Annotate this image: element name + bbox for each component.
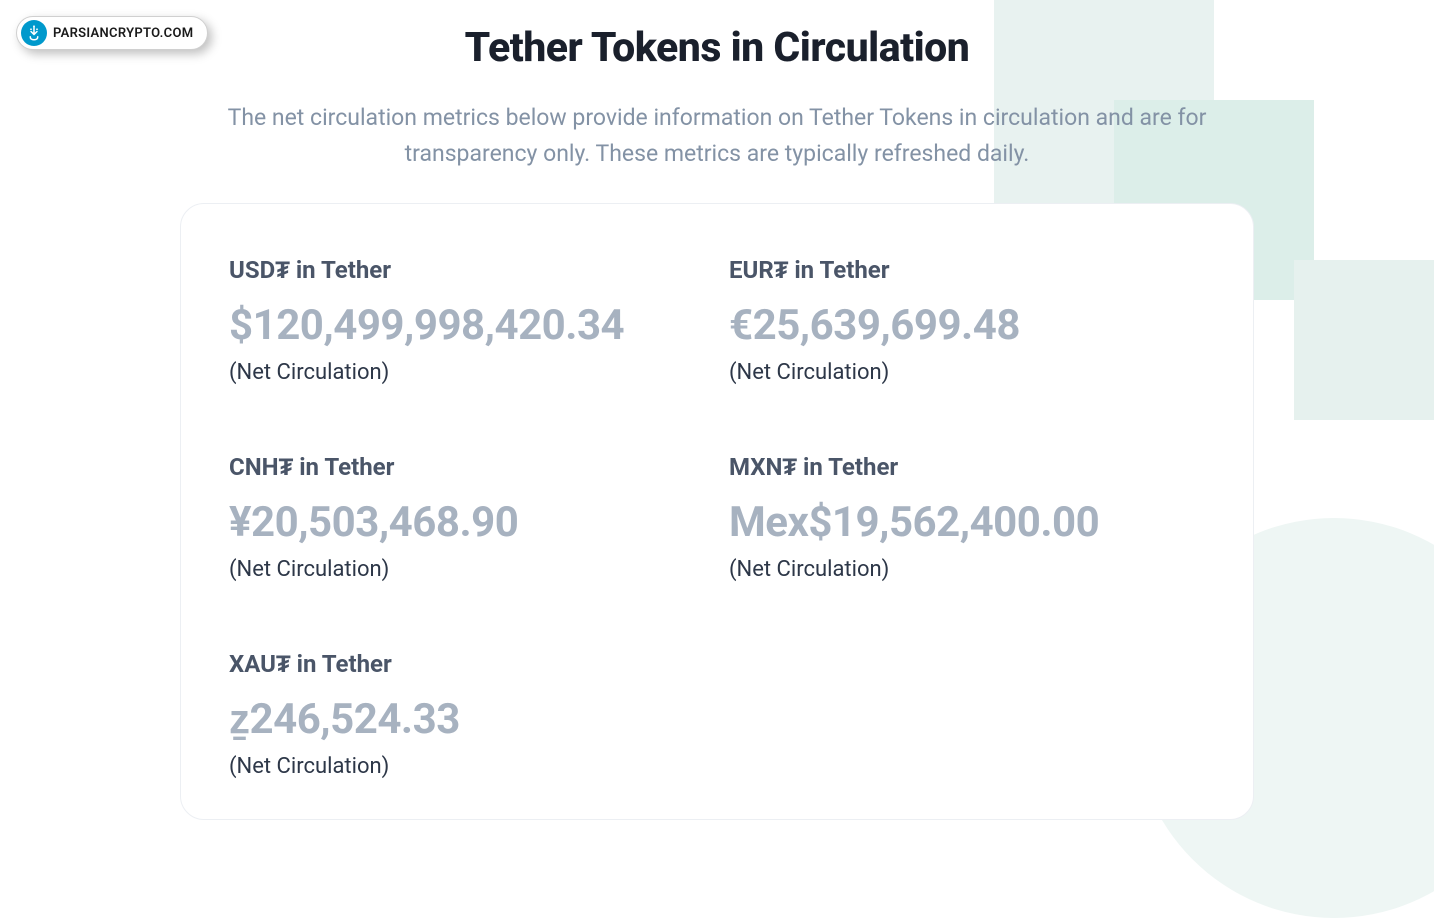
metric-value: $120,499,998,420.34 bbox=[229, 301, 705, 350]
metric-xaut: XAU₮ in Tether ẕ246,524.33 (Net Circulat… bbox=[229, 650, 705, 779]
metric-cnht: CNH₮ in Tether ¥20,503,468.90 (Net Circu… bbox=[229, 453, 705, 582]
metric-value: ẕ246,524.33 bbox=[229, 695, 705, 744]
metrics-grid: USD₮ in Tether $120,499,998,420.34 (Net … bbox=[229, 256, 1205, 779]
metric-usdt: USD₮ in Tether $120,499,998,420.34 (Net … bbox=[229, 256, 705, 385]
metric-eurt: EUR₮ in Tether €25,639,699.48 (Net Circu… bbox=[729, 256, 1205, 385]
metric-note: (Net Circulation) bbox=[229, 557, 705, 582]
page-title: Tether Tokens in Circulation bbox=[0, 24, 1434, 72]
metric-title: CNH₮ in Tether bbox=[229, 453, 705, 482]
metrics-card: USD₮ in Tether $120,499,998,420.34 (Net … bbox=[180, 203, 1254, 820]
main-container: Tether Tokens in Circulation The net cir… bbox=[0, 0, 1434, 820]
page-subtitle: The net circulation metrics below provid… bbox=[167, 100, 1267, 171]
metric-value: ¥20,503,468.90 bbox=[229, 498, 705, 547]
metric-title: XAU₮ in Tether bbox=[229, 650, 705, 679]
metric-note: (Net Circulation) bbox=[729, 557, 1205, 582]
watermark-logo-icon bbox=[21, 20, 47, 46]
metric-value: Mex$19,562,400.00 bbox=[729, 498, 1205, 547]
watermark-text: PARSIANCRYPTO.COM bbox=[53, 26, 193, 41]
metric-title: USD₮ in Tether bbox=[229, 256, 705, 285]
metric-note: (Net Circulation) bbox=[229, 360, 705, 385]
metric-title: MXN₮ in Tether bbox=[729, 453, 1205, 482]
metric-mxnt: MXN₮ in Tether Mex$19,562,400.00 (Net Ci… bbox=[729, 453, 1205, 582]
metric-title: EUR₮ in Tether bbox=[729, 256, 1205, 285]
metric-value: €25,639,699.48 bbox=[729, 301, 1205, 350]
metric-note: (Net Circulation) bbox=[729, 360, 1205, 385]
metric-note: (Net Circulation) bbox=[229, 754, 705, 779]
watermark-badge: PARSIANCRYPTO.COM bbox=[16, 16, 208, 50]
